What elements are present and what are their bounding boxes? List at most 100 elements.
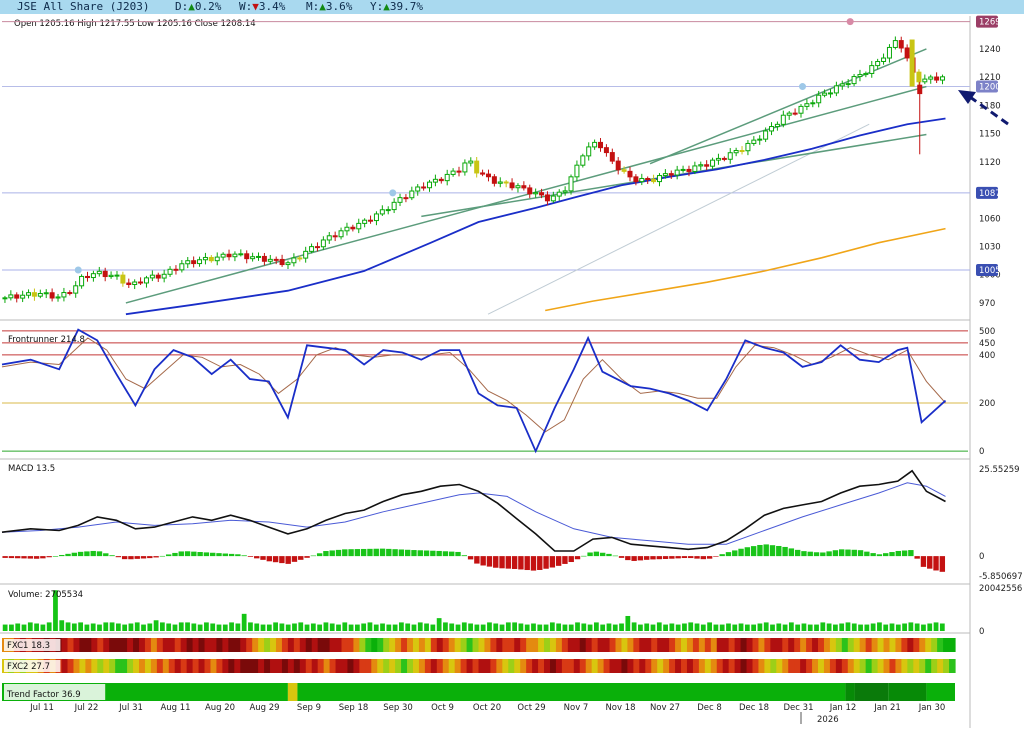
heatmap-cell [371,659,378,673]
candle [568,174,574,195]
volume-bar [877,622,882,631]
volume-bar [744,624,750,631]
heatmap-cell [573,659,581,673]
heatmap-cell [180,638,188,652]
candle-body [14,294,20,299]
heatmap-cell [823,638,831,652]
heatmap-cell [311,659,319,673]
candle-body [185,260,191,265]
candle [43,289,49,299]
heatmap-cell [121,659,128,673]
heatmap-cell [806,659,813,673]
candle-body [149,274,155,279]
x-tick-label: Nov 18 [605,703,635,713]
candle [297,255,303,262]
candle [450,168,456,177]
candle [261,252,267,266]
volume-bar [939,623,945,631]
instrument-title: JSE All Share (J203) [17,0,150,13]
candle-body [857,74,863,78]
heatmap-cell [144,638,152,652]
heatmap-cell [275,638,283,652]
heatmap-cell [502,659,509,673]
heatmap-cell [585,638,593,652]
volume-bar [870,623,876,631]
heatmap-cell [776,659,783,673]
heatmap-cell [788,659,795,673]
candle [167,266,173,277]
volume-bar [317,624,323,631]
heatmap-cell [740,659,748,673]
heatmap-cell [389,638,396,652]
candle [940,74,946,85]
candle [480,169,486,177]
candle-body [191,260,197,265]
volume-bar [424,623,429,631]
candle [49,288,55,302]
heatmap-cell [538,659,545,673]
candle [686,165,692,177]
heatmap-cell [698,638,706,652]
heatmap-cell [835,638,843,652]
heatmap-cell [853,659,861,673]
macd-histogram-bar [782,546,788,557]
candle [14,292,20,303]
macd-histogram-bar [423,550,430,557]
macd-histogram-bar [191,551,197,557]
candle [745,140,751,156]
x-tick-label: Jul 22 [74,703,99,713]
macd-histogram-bar [342,549,348,557]
candle-body [698,164,704,167]
heatmap-cell [514,638,521,652]
candle [179,259,185,273]
heatmap-cell [156,638,164,652]
year-change: Y:▲39.7% [370,0,423,13]
heatmap-cell [591,659,599,673]
macd-histogram-bar [826,551,832,557]
heatmap-cell [359,638,366,652]
candle-body [645,177,651,180]
candle-body [226,253,232,258]
heatmap-cell [67,659,75,673]
heatmap-cell [281,659,289,673]
candle [338,227,344,240]
heatmap-cell [895,638,902,652]
candle [197,256,203,267]
day-arrow: ▲ [188,0,195,13]
x-tick-label: Nov 7 [564,703,589,713]
heatmap-cell [639,638,646,652]
macd-histogram-bar [776,545,782,557]
heatmap-cell [871,638,879,652]
heatmap-cell [645,638,652,652]
candle-body [792,112,798,115]
volume-bar [229,622,234,631]
heatmap-cell [913,659,920,673]
macd-histogram-bar [216,553,222,557]
candle-body [804,103,810,107]
heatmap-cell [162,638,170,652]
candle [839,80,845,90]
x-tick-label: Dec 18 [739,703,769,713]
candle-body [368,219,374,222]
macd-histogram-bar [241,555,247,557]
heatmap-cell [264,659,271,673]
heatmap-cell [323,659,331,673]
heatmap-cell [216,659,223,673]
heatmap-cell [359,659,366,673]
candle [102,267,108,282]
candle-body [627,170,633,178]
heatmap-cell [728,638,736,652]
candle [556,189,562,201]
macd-histogram-bar [90,550,96,557]
heatmap-cell [341,638,349,652]
heatmap-cell [61,659,69,673]
macd-histogram-bar [732,550,738,557]
candle [662,169,668,179]
volume-bar [732,624,738,631]
candle-body [875,60,881,67]
heatmap-cell [865,659,873,673]
price-tick-970: 970 [979,299,995,309]
heatmap-cell [162,659,170,673]
volume-bar [449,623,455,631]
